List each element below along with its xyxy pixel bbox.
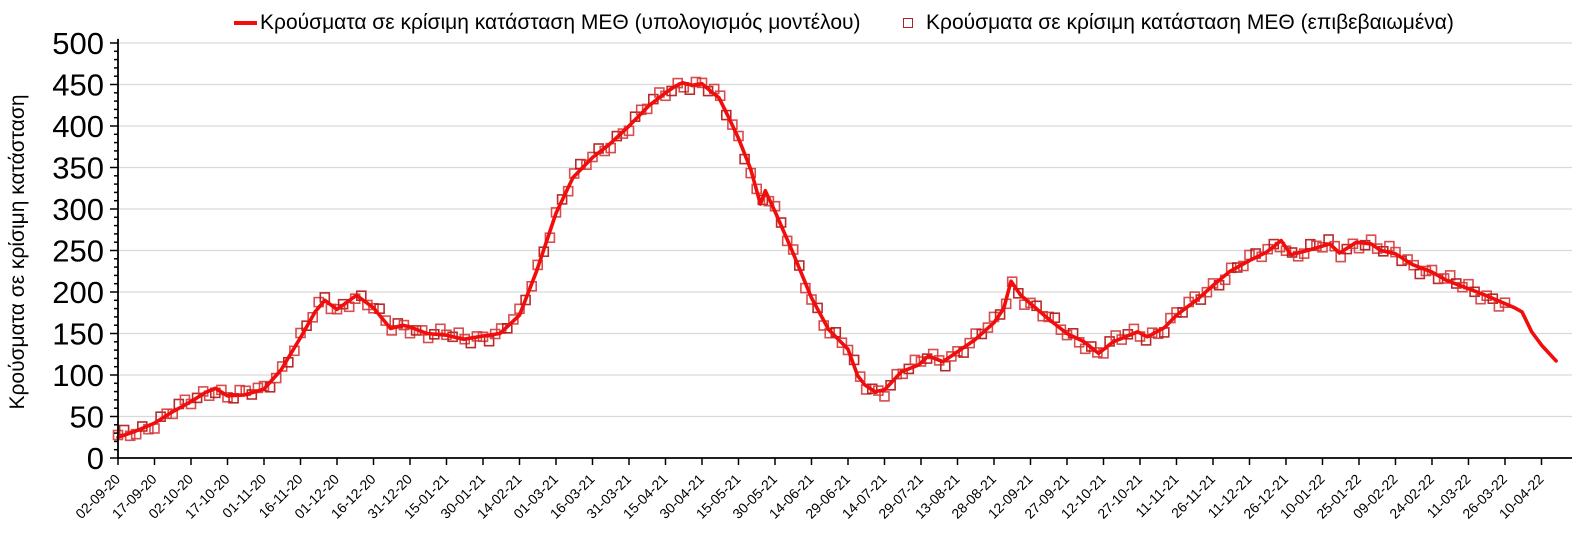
confirmed-marker <box>952 345 963 357</box>
confirmed-marker <box>1006 276 1018 288</box>
confirmed-marker <box>611 130 623 142</box>
confirmed-marker <box>435 323 446 335</box>
y-axis-title: Κρούσματα σε κρίσιμη κατάσταση <box>6 94 29 409</box>
y-tick-label: 350 <box>52 151 104 186</box>
confirmed-marker <box>1438 273 1450 284</box>
y-tick-label: 450 <box>52 68 104 103</box>
confirmed-marker <box>1201 286 1213 298</box>
y-tick-label: 150 <box>52 317 104 352</box>
confirmed-marker <box>1086 341 1097 352</box>
x-tick-labels: 02-09-2017-09-2002-10-2017-10-2001-11-20… <box>72 471 1547 522</box>
legend-item-confirmed: Κρούσματα σε κρίσιμη κατάσταση ΜΕΘ (επιβ… <box>903 8 1454 38</box>
confirmed-marker <box>964 337 976 349</box>
open-square-swatch-icon <box>903 18 913 28</box>
y-tick-label: 250 <box>52 234 104 269</box>
confirmed-marker <box>191 392 203 404</box>
confirmed-marker <box>909 354 921 366</box>
confirmed-marker <box>976 328 988 340</box>
legend-model-label: Κρούσματα σε κρίσιμη κατάσταση ΜΕΘ (υπολ… <box>260 11 861 34</box>
y-tick-label: 100 <box>52 358 104 393</box>
y-tick-label: 500 <box>52 26 104 61</box>
gridlines <box>118 42 1572 418</box>
confirmed-marker <box>1414 268 1426 280</box>
confirmed-marker <box>501 322 513 334</box>
red-line-swatch-icon <box>234 21 257 25</box>
confirmed-marker <box>1055 324 1067 336</box>
confirmed-marker <box>581 159 592 170</box>
y-tick-label: 50 <box>70 400 104 435</box>
model-line-path <box>116 81 1558 440</box>
confirmed-marker <box>587 151 598 163</box>
confirmed-marker <box>337 298 349 310</box>
y-tick-labels: 0 50 100 150 200 250 300 350 400 450 500 <box>52 26 104 476</box>
y-tick-label: 300 <box>52 192 104 227</box>
y-tick-label: 0 <box>87 441 104 476</box>
confirmed-marker <box>1371 243 1383 254</box>
confirmed-marker <box>994 309 1006 320</box>
axes <box>110 38 1572 465</box>
confirmed-marker <box>1025 297 1036 309</box>
confirmed-marker <box>641 103 653 115</box>
confirmed-marker <box>879 391 890 402</box>
confirmed-markers-series <box>112 76 1511 442</box>
model-line-series <box>116 81 1558 440</box>
confirmed-marker <box>915 356 927 367</box>
confirmed-marker <box>508 314 519 325</box>
confirmed-marker <box>368 302 379 314</box>
confirmed-marker <box>982 322 994 333</box>
legend-item-model: Κρούσματα σε κρίσιμη κατάσταση ΜΕΘ (υπολ… <box>234 8 861 38</box>
y-tick-label: 400 <box>52 109 104 144</box>
legend-confirmed-label: Κρούσματα σε κρίσιμη κατάσταση ΜΕΘ (επιβ… <box>926 11 1454 34</box>
y-tick-label: 200 <box>52 275 104 310</box>
confirmed-marker <box>836 337 848 349</box>
confirmed-marker <box>386 325 398 336</box>
confirmed-marker <box>1232 262 1243 273</box>
